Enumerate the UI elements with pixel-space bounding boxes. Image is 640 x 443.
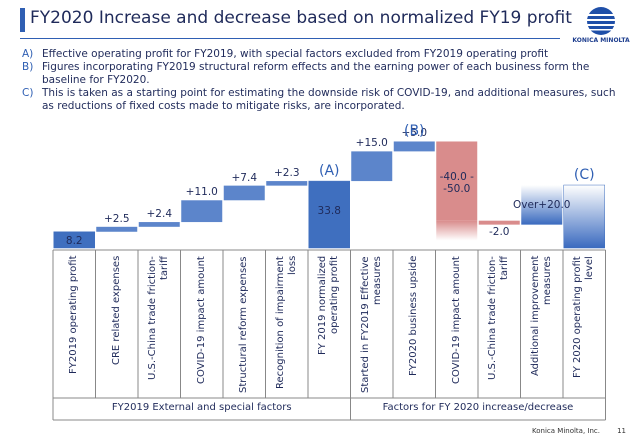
note: B) Figures incorporating FY2019 structura…	[22, 61, 622, 87]
category-label: Started in FY2019 Effective measures	[359, 256, 383, 393]
note: A) Effective operating profit for FY2019,…	[22, 48, 622, 61]
value-label: 33.8	[317, 205, 341, 218]
value-label: +2.5	[104, 212, 130, 225]
annotation: (B)	[403, 123, 425, 140]
slide-title: FY2020 Increase and decrease based on no…	[30, 8, 572, 28]
footer-company: Konica Minolta, Inc.	[532, 427, 600, 435]
category-label: U.S.-China trade friction-tariff	[147, 256, 171, 380]
category-label: Recognition of impairment loss	[274, 256, 298, 389]
category-label: COVID-19 impact amount	[450, 256, 462, 384]
category-label: Structural reform expenses	[238, 256, 250, 393]
category-label: FY2020 business upside	[408, 256, 420, 377]
notes: A) Effective operating profit for FY2019,…	[22, 48, 622, 113]
logo-text: KONICA MINOLTA	[572, 37, 630, 44]
value-label: +5.0	[401, 127, 428, 140]
title-accent	[20, 8, 25, 32]
value-label: -2.0	[489, 225, 510, 238]
category-label: COVID-19 impact amount	[195, 256, 207, 384]
bar	[436, 141, 478, 221]
note: C) This is taken as a starting point for …	[22, 87, 622, 113]
bar	[223, 185, 265, 201]
bar	[308, 180, 350, 249]
note-marker: A)	[22, 48, 34, 60]
note-text: This is taken as a starting point for es…	[42, 87, 616, 112]
note-marker: B)	[22, 61, 34, 73]
bar	[181, 200, 223, 223]
value-label: +11.0	[185, 186, 218, 199]
bar	[393, 141, 435, 152]
value-label: -40.0 - -50.0	[439, 171, 474, 196]
note-text: Effective operating profit for FY2019, w…	[42, 48, 549, 60]
bar	[53, 231, 95, 249]
group-label: Factors for FY 2020 increase/decrease	[382, 402, 574, 413]
category-label: Additional improvement measures	[529, 256, 553, 377]
title-rule	[20, 38, 560, 39]
bar	[521, 185, 563, 225]
note-text: Figures incorporating FY2019 structural …	[42, 61, 590, 86]
note-marker: C)	[22, 87, 34, 99]
logo-mark	[587, 7, 615, 35]
annotation: (C)	[573, 167, 595, 184]
bar	[266, 181, 308, 186]
category-label: FY 2019 normalized operating profit	[317, 256, 341, 356]
category-label: FY2019 operating profit	[68, 256, 80, 375]
logo: KONICA MINOLTA	[568, 6, 634, 44]
value-label: +2.4	[146, 208, 173, 221]
bar	[351, 151, 393, 182]
value-label: Over+20.0	[513, 198, 571, 211]
bar-range	[436, 220, 478, 241]
page-number: 11	[617, 427, 626, 435]
bar	[478, 220, 520, 225]
category-label: U.S.-China trade friction-tariff	[487, 256, 511, 380]
value-label: 8.2	[65, 235, 83, 247]
value-label: +2.3	[274, 167, 300, 180]
value-label: +15.0	[355, 137, 388, 150]
bar	[563, 184, 605, 249]
value-label: +7.4	[231, 171, 258, 184]
bar	[96, 226, 138, 232]
category-label: FY 2020 operating profit level	[572, 256, 596, 378]
annotation: (A)	[318, 163, 340, 180]
bar	[138, 222, 180, 227]
category-label: CRE related expenses	[110, 256, 122, 366]
group-label: FY2019 External and special factors	[111, 402, 292, 413]
